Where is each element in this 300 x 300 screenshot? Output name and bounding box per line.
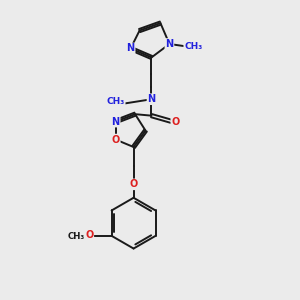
Text: N: N — [165, 39, 173, 49]
Text: O: O — [112, 134, 120, 145]
Text: N: N — [112, 117, 120, 127]
Text: O: O — [171, 117, 179, 127]
Text: CH₃: CH₃ — [67, 232, 84, 241]
Text: N: N — [147, 94, 156, 104]
Text: N: N — [127, 44, 135, 53]
Text: CH₃: CH₃ — [106, 97, 125, 106]
Text: O: O — [85, 230, 93, 240]
Text: O: O — [130, 179, 138, 189]
Text: CH₃: CH₃ — [184, 43, 202, 52]
